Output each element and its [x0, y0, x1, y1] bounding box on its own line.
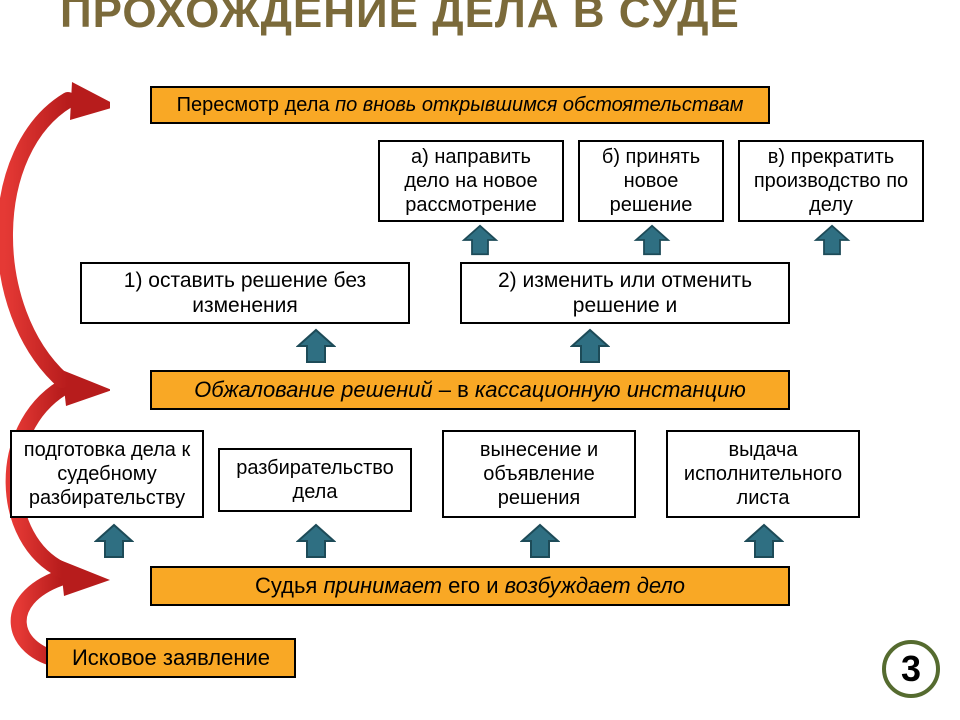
- up-arrow-icon: [460, 224, 500, 256]
- box-leave-unchanged: 1) оставить решение без изменения: [80, 262, 410, 324]
- box-claim: Исковое заявление: [46, 638, 296, 678]
- up-arrow-icon: [296, 328, 336, 364]
- box-judge-accepts: Судья принимает его и возбуждает дело: [150, 566, 790, 606]
- slide-title: ПРОХОЖДЕНИЕ ДЕЛА В СУДЕ: [60, 0, 740, 36]
- title-text: ПРОХОЖДЕНИЕ ДЕЛА В СУДЕ: [60, 0, 740, 37]
- box-review: Пересмотр дела по вновь открывшимся обст…: [150, 86, 770, 124]
- box-option-a: а) направить дело на новое рассмотрение: [378, 140, 564, 222]
- box-option-c: в) прекратить производство по делу: [738, 140, 924, 222]
- box-writ: выдача исполнительного листа: [666, 430, 860, 518]
- page-number-badge: 3: [882, 640, 940, 698]
- box-verdict: вынесение и объявление решения: [442, 430, 636, 518]
- up-arrow-icon: [296, 522, 336, 560]
- box-trial: разбирательство дела: [218, 448, 412, 512]
- page-number: 3: [901, 648, 921, 690]
- up-arrow-icon: [632, 224, 672, 256]
- box-change-or-cancel: 2) изменить или отменить решение и: [460, 262, 790, 324]
- up-arrow-icon: [520, 522, 560, 560]
- box-preparation: подготовка дела к судебному разбирательс…: [10, 430, 204, 518]
- red-curved-arrows: [0, 70, 110, 690]
- up-arrow-icon: [812, 224, 852, 256]
- box-option-b: б) принять новое решение: [578, 140, 724, 222]
- up-arrow-icon: [94, 522, 134, 560]
- box-appeal: Обжалование решений – в кассационную инс…: [150, 370, 790, 410]
- up-arrow-icon: [744, 522, 784, 560]
- up-arrow-icon: [570, 328, 610, 364]
